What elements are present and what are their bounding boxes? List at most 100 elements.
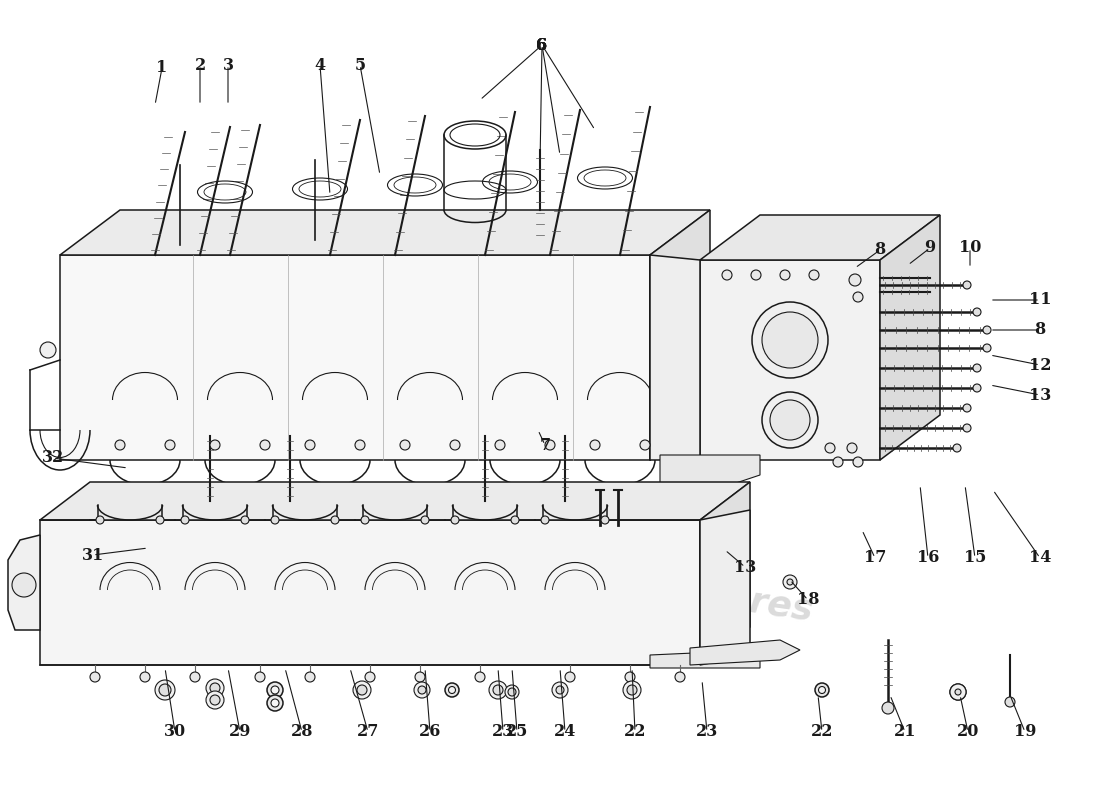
Text: 21: 21 <box>893 723 916 741</box>
Circle shape <box>493 685 503 695</box>
Circle shape <box>210 440 220 450</box>
Circle shape <box>255 672 265 682</box>
Circle shape <box>590 440 600 450</box>
Circle shape <box>541 516 549 524</box>
Circle shape <box>414 682 430 698</box>
Circle shape <box>353 681 371 699</box>
Circle shape <box>96 516 104 524</box>
Circle shape <box>882 702 894 714</box>
Text: 9: 9 <box>924 239 936 257</box>
Circle shape <box>182 516 189 524</box>
Polygon shape <box>650 210 710 460</box>
Polygon shape <box>700 215 940 260</box>
Circle shape <box>770 400 810 440</box>
Text: 26: 26 <box>419 723 441 741</box>
Circle shape <box>815 683 829 697</box>
Text: 14: 14 <box>1028 550 1052 566</box>
Text: 6: 6 <box>537 37 548 54</box>
Text: 11: 11 <box>1028 291 1052 309</box>
Polygon shape <box>650 650 760 668</box>
Circle shape <box>852 457 864 467</box>
Circle shape <box>210 695 220 705</box>
Text: 1: 1 <box>156 59 167 77</box>
Circle shape <box>762 312 818 368</box>
Circle shape <box>206 691 224 709</box>
Text: 2: 2 <box>195 57 206 74</box>
Circle shape <box>271 516 279 524</box>
Circle shape <box>355 440 365 450</box>
Circle shape <box>852 292 864 302</box>
Circle shape <box>305 440 315 450</box>
Circle shape <box>116 440 125 450</box>
Circle shape <box>305 672 315 682</box>
Text: 4: 4 <box>315 57 326 74</box>
Polygon shape <box>690 640 800 665</box>
Circle shape <box>190 672 200 682</box>
Text: 8: 8 <box>1034 322 1046 338</box>
Text: 6: 6 <box>537 37 548 54</box>
Circle shape <box>762 392 818 448</box>
Circle shape <box>361 516 368 524</box>
Circle shape <box>751 270 761 280</box>
Circle shape <box>950 684 966 700</box>
Circle shape <box>512 516 519 524</box>
Text: 23: 23 <box>696 723 718 741</box>
Circle shape <box>544 440 556 450</box>
Text: eurospares: eurospares <box>584 232 815 298</box>
Text: 27: 27 <box>356 723 380 741</box>
Polygon shape <box>700 260 880 460</box>
Circle shape <box>974 308 981 316</box>
Circle shape <box>962 424 971 432</box>
Text: eurospares: eurospares <box>95 247 326 313</box>
Circle shape <box>508 688 516 696</box>
Circle shape <box>155 680 175 700</box>
Text: 29: 29 <box>229 723 251 741</box>
Text: 17: 17 <box>864 550 887 566</box>
Polygon shape <box>8 535 40 630</box>
Circle shape <box>451 516 459 524</box>
Circle shape <box>450 440 460 450</box>
Circle shape <box>210 683 220 693</box>
Circle shape <box>565 672 575 682</box>
Text: 16: 16 <box>916 550 939 566</box>
Text: 28: 28 <box>290 723 314 741</box>
Circle shape <box>955 689 961 695</box>
Circle shape <box>165 440 175 450</box>
Polygon shape <box>60 210 710 255</box>
Text: 30: 30 <box>164 723 186 741</box>
Circle shape <box>983 344 991 352</box>
Circle shape <box>783 575 798 589</box>
Circle shape <box>271 699 279 707</box>
Text: 31: 31 <box>81 546 104 563</box>
Circle shape <box>358 685 367 695</box>
Circle shape <box>950 684 966 700</box>
Circle shape <box>331 516 339 524</box>
Circle shape <box>260 440 270 450</box>
Circle shape <box>421 516 429 524</box>
Polygon shape <box>700 510 750 665</box>
Circle shape <box>640 440 650 450</box>
Text: 18: 18 <box>796 591 820 609</box>
Text: 7: 7 <box>539 437 551 454</box>
Circle shape <box>962 404 971 412</box>
Circle shape <box>90 672 100 682</box>
Circle shape <box>849 274 861 286</box>
Circle shape <box>365 672 375 682</box>
Circle shape <box>752 302 828 378</box>
Circle shape <box>495 440 505 450</box>
Circle shape <box>601 516 609 524</box>
Text: 13: 13 <box>734 558 756 575</box>
Circle shape <box>974 384 981 392</box>
Circle shape <box>267 682 283 698</box>
Text: 32: 32 <box>42 450 64 466</box>
Text: 6: 6 <box>537 37 548 54</box>
Circle shape <box>623 681 641 699</box>
Circle shape <box>271 686 279 694</box>
Circle shape <box>1005 697 1015 707</box>
Circle shape <box>156 516 164 524</box>
Circle shape <box>206 679 224 697</box>
Circle shape <box>818 686 825 694</box>
Circle shape <box>400 440 410 450</box>
Circle shape <box>808 270 820 280</box>
Circle shape <box>140 672 150 682</box>
